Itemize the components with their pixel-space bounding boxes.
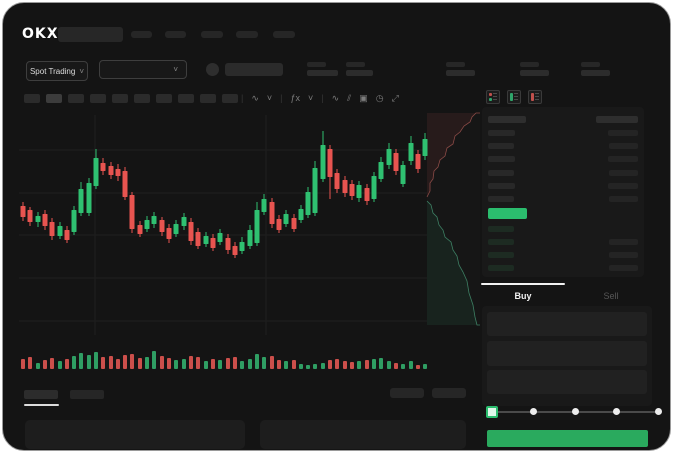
- active-tab-indicator: [481, 283, 565, 285]
- fx-indicators-icon[interactable]: ƒx: [290, 93, 301, 103]
- orderbook-ask-amount: [608, 182, 638, 189]
- chevron-down-icon: ˅: [173, 65, 178, 74]
- tab-sell[interactable]: Sell: [603, 291, 619, 301]
- orderbook-ask-amount: [609, 169, 638, 176]
- orderbook-ask-amount: [609, 196, 638, 202]
- nav-item-placeholder[interactable]: [236, 31, 258, 38]
- book-bids-icon[interactable]: [507, 90, 521, 104]
- nav-item-placeholder[interactable]: [165, 31, 186, 38]
- trade-tabs: Buy Sell: [481, 283, 661, 309]
- slider-stop-dot[interactable]: [613, 408, 620, 415]
- orderbook-ask-row[interactable]: [488, 143, 514, 150]
- orderbook-ask-amount: [608, 130, 638, 136]
- orderbook-ask-amount: [609, 143, 638, 150]
- screenshot-icon[interactable]: ▣: [359, 93, 368, 103]
- coin-avatar: [206, 63, 219, 76]
- timeframe-slot[interactable]: [134, 94, 150, 103]
- bottom-action-placeholder[interactable]: [390, 388, 424, 398]
- timeframe-slot[interactable]: [90, 94, 106, 103]
- draw-tools-icon[interactable]: ⫽: [347, 93, 352, 103]
- nav-item-placeholder[interactable]: [273, 31, 295, 38]
- timeframe-slot[interactable]: [222, 94, 238, 103]
- orderbook-bid-row[interactable]: [488, 226, 514, 232]
- orders-table-placeholder: [25, 420, 245, 449]
- orderbook-bid-amount: [609, 265, 638, 271]
- orderbook-ask-row[interactable]: [488, 169, 514, 176]
- fullscreen-icon[interactable]: ⤢: [391, 93, 399, 103]
- timeframe-toolbar: [24, 94, 238, 103]
- orderbook-bid-row[interactable]: [488, 239, 514, 245]
- history-clock-icon[interactable]: ◷: [375, 93, 384, 103]
- pair-selector-dropdown[interactable]: ˅: [99, 60, 187, 79]
- book-combined-icon[interactable]: [486, 90, 500, 104]
- orderbook-ask-row[interactable]: [488, 196, 514, 202]
- buy-submit-button[interactable]: [487, 430, 648, 447]
- slider-stop-dot[interactable]: [530, 408, 537, 415]
- total-field[interactable]: [487, 370, 647, 394]
- slider-stop-dot[interactable]: [654, 408, 662, 415]
- timeframe-slot[interactable]: [178, 94, 194, 103]
- orderbook-ask-row[interactable]: [488, 156, 515, 163]
- orderbook-header-price: [488, 116, 526, 123]
- chevron-down-icon: ˅: [79, 66, 85, 76]
- order-book[interactable]: [482, 107, 644, 277]
- book-asks-icon[interactable]: [528, 90, 542, 104]
- orderbook-ask-row[interactable]: [488, 130, 515, 136]
- chart-tools-toolbar: | ∿ ˅ | ƒx ˅ | ∿ ⫽ ▣ ◷ ⤢: [241, 91, 399, 105]
- toolbar-divider: |: [321, 93, 324, 103]
- orderbook-bid-row[interactable]: [488, 252, 514, 258]
- timeframe-slot[interactable]: [24, 94, 40, 103]
- orderbook-ask-row[interactable]: [488, 182, 515, 189]
- market-type-selector[interactable]: Spot Trading ˅: [26, 61, 88, 81]
- bottom-tab-orders[interactable]: [24, 390, 58, 399]
- orderbook-bid-amount: [609, 239, 638, 245]
- pair-name-placeholder: [225, 63, 283, 76]
- timeframe-slot[interactable]: [112, 94, 128, 103]
- orderbook-header-amount: [596, 116, 638, 123]
- timeframe-slot[interactable]: [156, 94, 172, 103]
- timeframe-slot[interactable]: [200, 94, 216, 103]
- okx-logo: OKX: [22, 26, 59, 42]
- search-input[interactable]: [58, 27, 123, 42]
- timeframe-slot[interactable]: [46, 94, 62, 103]
- toolbar-divider: |: [280, 93, 283, 103]
- order-form: [482, 306, 652, 406]
- bottom-tab-history[interactable]: [70, 390, 104, 399]
- orderbook-view-toggles: [486, 90, 542, 104]
- amount-field[interactable]: [487, 341, 647, 366]
- tab-buy[interactable]: Buy: [514, 291, 532, 301]
- line-style-icon[interactable]: ∿: [331, 93, 340, 103]
- orderbook-ask-amount: [608, 156, 638, 163]
- timeframe-slot[interactable]: [68, 94, 84, 103]
- orderbook-bid-row[interactable]: [488, 265, 514, 271]
- price-field[interactable]: [487, 312, 647, 336]
- slider-stop-dot[interactable]: [571, 408, 579, 415]
- toolbar-divider: |: [241, 93, 244, 103]
- bottom-tab-active-underline: [24, 404, 59, 406]
- slider-handle[interactable]: [486, 406, 498, 418]
- orderbook-bid-amount: [609, 252, 638, 258]
- chevron-down-icon[interactable]: ˅: [308, 93, 314, 103]
- market-type-label: Spot Trading: [29, 66, 76, 76]
- nav-item-placeholder[interactable]: [131, 31, 152, 38]
- chevron-down-icon[interactable]: ˅: [266, 93, 273, 103]
- orders-table-placeholder: [260, 420, 466, 449]
- nav-item-placeholder[interactable]: [201, 31, 223, 38]
- indicator-line-icon[interactable]: ∿: [251, 93, 259, 103]
- bottom-action-placeholder[interactable]: [432, 388, 466, 398]
- last-price-bar: [488, 208, 527, 219]
